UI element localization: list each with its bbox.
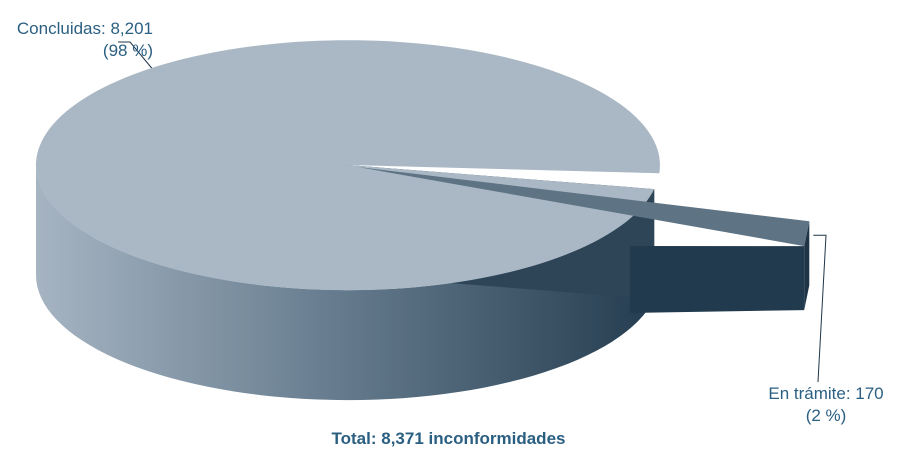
total-label: Total: 8,371 inconformidades [331,429,566,448]
label-en-tramite-text: En trámite: 170 [768,384,884,403]
slice-en-tramite-side [630,246,805,313]
label-concluidas: Concluidas: 8,201 (98 %) [17,18,153,62]
label-en-tramite: En trámite: 170 (2 %) [742,383,897,427]
label-concluidas-percent: (98 %) [102,41,153,60]
slice-concluidas [35,40,660,291]
slice-en-tramite-end [804,221,810,311]
label-concluidas-text: Concluidas: 8,201 [16,19,153,38]
slice-en-tramite [358,167,810,247]
pie-slices [35,40,810,401]
leader-concluidas [118,41,161,79]
leader-lines [118,41,827,383]
label-en-tramite-percent: (2 %) [805,406,847,425]
leader-en-tramite [813,234,827,383]
slice-concluidas-side [35,165,655,401]
